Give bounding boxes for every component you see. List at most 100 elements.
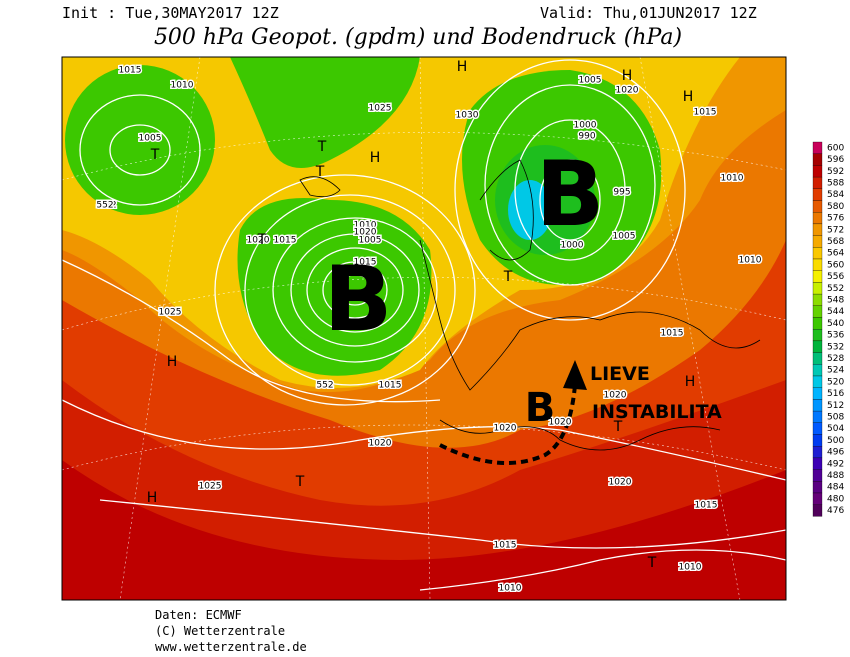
colorbar-swatch [812, 188, 823, 201]
graticule [62, 57, 786, 600]
colorbar-swatch [812, 141, 823, 154]
footer-url: www.wetterzentrale.de [155, 640, 307, 654]
pressure-center: T [647, 555, 657, 571]
isobar-label: 995 [613, 188, 630, 198]
low-marker: B [324, 247, 393, 352]
colorbar-swatch [812, 457, 823, 470]
pressure-center: H [685, 374, 696, 390]
colorbar-label: 592 [827, 167, 844, 177]
warm-region [62, 460, 786, 600]
colorbar-label: 572 [827, 225, 844, 235]
pressure-center: H [370, 150, 381, 166]
pressure-center: H [622, 68, 633, 84]
colorbar-swatch [812, 200, 823, 213]
colorbar-swatch [812, 340, 823, 353]
pressure-center: T [503, 269, 513, 285]
colorbar-swatch [812, 247, 823, 260]
colorbar-swatch [812, 352, 823, 365]
low-marker: B [536, 142, 605, 247]
colorbar-label: 564 [827, 249, 844, 259]
colorbar-label: 524 [827, 366, 844, 376]
cold-core [230, 57, 420, 168]
isobar-label: 1005 [579, 76, 602, 86]
colorbar-label: 548 [827, 295, 844, 305]
colorbar-swatch [812, 305, 823, 318]
colorbar-label: 508 [827, 412, 844, 422]
isobar-label: 1020 [616, 86, 639, 96]
colorbar-label: 484 [827, 483, 844, 493]
isobar-label: 1010 [499, 584, 522, 594]
colorbar-swatch [812, 422, 823, 435]
isobar-label: 1025 [159, 308, 182, 318]
colorbar-swatch [812, 364, 823, 377]
isobar-label: 1025 [199, 482, 222, 492]
low-marker: B [525, 385, 556, 431]
colorbar-label: 500 [827, 436, 844, 446]
pressure-center: H [683, 89, 694, 105]
colorbar-label: 588 [827, 178, 844, 188]
pressure-center: T [613, 419, 623, 435]
colorbar-swatch [812, 329, 823, 342]
note-line: INSTABILITA [592, 401, 722, 423]
colorbar-swatch [812, 165, 823, 178]
map-title: 500 hPa Geopot. (gpdm) und Bodendruck (h… [154, 25, 682, 50]
colorbar-swatch [812, 153, 823, 166]
footer-copyright: (C) Wetterzentrale [155, 624, 285, 638]
isobar-label: 1010 [739, 256, 762, 266]
colorbar-label: 568 [827, 237, 844, 247]
colorbar-label: 576 [827, 214, 844, 224]
colorbar-label: 504 [827, 424, 844, 434]
colorbar-swatch [812, 375, 823, 388]
isobar-label: 1005 [139, 134, 162, 144]
colorbar-label: 496 [827, 448, 844, 458]
isobar-label: 1015 [379, 381, 402, 391]
isobar-label: 1005 [613, 232, 636, 242]
colorbar-swatch [812, 504, 823, 517]
colorbar-swatch [812, 223, 823, 236]
colorbar-label: 480 [827, 494, 844, 504]
cold-core [508, 180, 552, 240]
isobar-label: 1020 [609, 478, 632, 488]
colorbar-label: 552 [827, 284, 844, 294]
isobar-label: 1015 [494, 541, 517, 551]
colorbar-swatch [812, 317, 823, 330]
colorbar-label: 520 [827, 377, 844, 387]
colorbar-swatch [812, 270, 823, 283]
colorbar-swatch [812, 176, 823, 189]
colorbar-label: 512 [827, 401, 844, 411]
colorbar-label: 516 [827, 389, 844, 399]
colorbar-label: 476 [827, 506, 844, 516]
colorbar-label: 528 [827, 354, 844, 364]
colorbar-label: 492 [827, 459, 844, 469]
isobar-label: 1015 [695, 501, 718, 511]
colorbar-swatch [812, 387, 823, 400]
coastlines [299, 159, 761, 451]
colorbar-swatch [812, 410, 823, 423]
isobar-label: 1020 [494, 424, 517, 434]
colorbar-swatch [812, 282, 823, 295]
map-frame [61, 56, 787, 601]
isobar-label: 1015 [274, 236, 297, 246]
isobar-label: 1020 [247, 236, 270, 246]
isobar-label: 990 [578, 132, 595, 142]
pressure-center: T [150, 147, 160, 163]
pressure-center: H [167, 354, 178, 370]
instability-arrow [439, 384, 577, 465]
isobar-label: 1010 [171, 81, 194, 91]
footer-source: Daten: ECMWF [155, 608, 242, 622]
isobar-label: 1020 [549, 418, 572, 428]
isobar-label: 1005 [359, 236, 382, 246]
colorbar-swatch [812, 293, 823, 306]
isobar-label: 1020 [354, 228, 377, 238]
isobar-label: 1010 [354, 221, 377, 231]
colorbar-swatch [812, 446, 823, 459]
cold-core [65, 65, 215, 215]
init-time: Init : Tue,30MAY2017 12Z [62, 4, 279, 22]
colorbar-label: 544 [827, 307, 844, 317]
isobar-label: 1015 [694, 108, 717, 118]
isobar-label: 1000 [561, 241, 584, 251]
isobar-label: 552 [96, 201, 113, 211]
colorbar-label: 540 [827, 319, 844, 329]
pressure-center: T [315, 164, 325, 180]
